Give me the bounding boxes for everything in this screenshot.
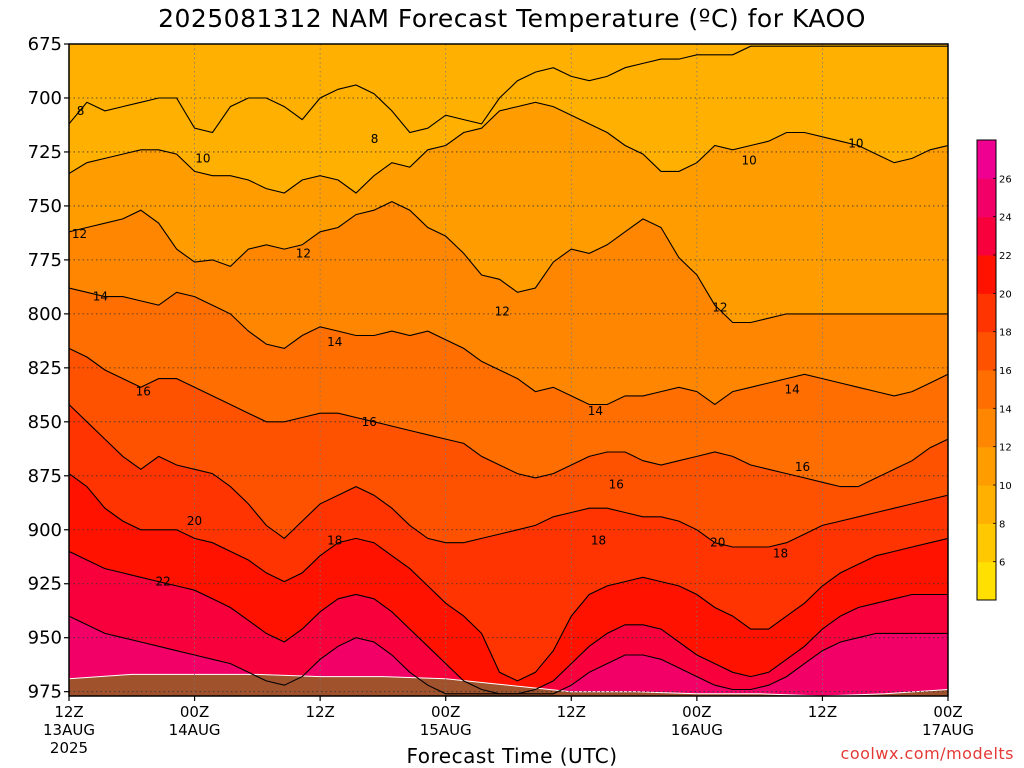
y-tick-label: 850: [28, 412, 62, 433]
y-tick-label: 825: [28, 358, 62, 379]
contour-label: 8: [371, 132, 379, 146]
colorbar-label: 8: [999, 519, 1005, 530]
colorbar-label: 20: [999, 289, 1012, 300]
y-tick-label: 800: [28, 304, 62, 325]
contour-label: 16: [609, 477, 624, 491]
x-axis-title: Forecast Time (UTC): [406, 744, 618, 768]
contour-line-14: [69, 287, 948, 406]
contour-line-24: [69, 615, 948, 695]
colorbar-swatch: [977, 140, 996, 179]
colorbar-label: 6: [999, 558, 1005, 569]
x-tick-label: 14AUG: [169, 721, 221, 739]
contour-line-20: [69, 473, 948, 682]
contour-label: 18: [327, 534, 342, 548]
y-tick-label: 925: [28, 574, 62, 595]
colorbar-swatch: [977, 178, 996, 218]
colorbar-label: 24: [999, 213, 1012, 224]
contour-line-10: [69, 101, 948, 194]
chart-title: 2025081312 NAM Forecast Temperature (ºC)…: [158, 4, 866, 33]
contour-line-18: [69, 404, 948, 548]
y-tick-label: 975: [28, 682, 62, 703]
colorbar-swatch: [977, 370, 996, 409]
colorbar: 6 8 10 12 14 16 18 20 22 24 26: [976, 139, 1012, 601]
contour-label: 22: [156, 575, 171, 589]
colorbar-swatch: [977, 485, 996, 524]
contour-line-8: [69, 45, 948, 134]
contour-label: 12: [72, 227, 87, 241]
y-tick-label: 750: [28, 196, 62, 217]
contour-label: 10: [742, 154, 757, 168]
colorbar-swatch: [977, 561, 996, 601]
x-tick-label: 17AUG: [922, 721, 974, 739]
colorbar-label: 12: [999, 443, 1012, 454]
colorbar-swatch: [977, 216, 996, 256]
colorbar-label: 10: [999, 481, 1012, 492]
colorbar-swatch: [977, 255, 996, 294]
contour-label: 16: [795, 460, 810, 474]
contour-label: 14: [327, 335, 342, 349]
x-tick-label: 16AUG: [671, 721, 723, 739]
colorbar-swatch: [977, 331, 996, 371]
temperature-band-22: [69, 551, 948, 696]
contour-label: 18: [591, 534, 606, 548]
contour-label: 14: [93, 290, 108, 304]
temperature-fill-layer: [69, 44, 948, 696]
x-tick-label: 2025: [50, 739, 88, 757]
contour-label: 10: [848, 136, 863, 150]
contour-label: 12: [296, 246, 311, 260]
y-tick-label: 675: [28, 34, 62, 55]
contour-label: 10: [195, 151, 210, 165]
colorbar-label: 16: [999, 366, 1012, 377]
contour-label: 8: [77, 104, 85, 118]
contour-line-16: [69, 347, 948, 488]
credit-link[interactable]: coolwx.com/modelts: [840, 744, 1014, 763]
y-tick-label: 875: [28, 466, 62, 487]
colorbar-swatch: [977, 293, 996, 333]
colorbar-label: 14: [999, 404, 1012, 415]
contour-label: 20: [187, 514, 202, 528]
colorbar-swatch: [977, 408, 996, 448]
ground-layer: [69, 673, 948, 696]
y-tick-label: 775: [28, 250, 62, 271]
x-tick-label: 12Z: [54, 703, 83, 721]
x-tick-label: 00Z: [431, 703, 460, 721]
x-tick-label: 13AUG: [43, 721, 95, 739]
colorbar-swatch: [977, 523, 996, 563]
plot-frame: [68, 43, 949, 697]
y-tick-label: 950: [28, 628, 62, 649]
y-tick-label: 725: [28, 142, 62, 163]
x-tick-label: 12Z: [557, 703, 586, 721]
contour-label: 12: [495, 305, 510, 319]
contour-label: 20: [710, 536, 725, 550]
contour-label: 14: [784, 382, 799, 396]
x-tick-label: 00Z: [180, 703, 209, 721]
x-tick-label: 00Z: [933, 703, 962, 721]
contour-label: 16: [136, 385, 151, 399]
contour-labels-layer: 8 8 10 10 10 12 12 12 12 14 14 14 14 16 16 16 16 18 18 18 20…: [72, 104, 864, 589]
contour-label: 14: [588, 404, 603, 418]
x-tick-label: 12Z: [808, 703, 837, 721]
x-tick-label: 00Z: [682, 703, 711, 721]
y-tick-label: 900: [28, 520, 62, 541]
ground-surface: [69, 673, 948, 696]
colorbar-label: 22: [999, 251, 1012, 262]
contour-line-12: [69, 200, 948, 324]
colorbar-label: 26: [999, 174, 1012, 185]
y-axis-ticks: 675 700 725 750 775 800 825 850 875 900 925 950 975: [28, 34, 69, 703]
colorbar-swatch: [977, 446, 996, 486]
x-tick-label: 15AUG: [420, 721, 472, 739]
contour-label: 16: [362, 415, 377, 429]
y-tick-label: 700: [28, 88, 62, 109]
x-tick-label: 12Z: [305, 703, 334, 721]
contour-lines-layer: [69, 45, 948, 695]
colorbar-label: 18: [999, 328, 1012, 339]
contour-label: 18: [773, 547, 788, 561]
contour-label: 12: [712, 300, 727, 314]
